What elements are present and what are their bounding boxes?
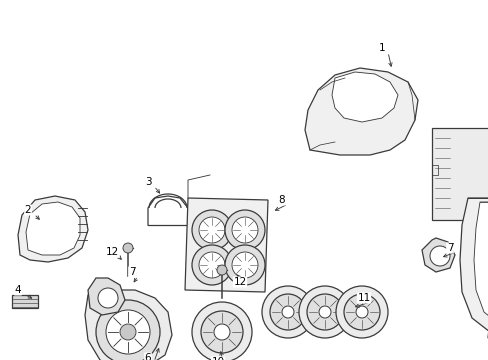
Circle shape — [231, 252, 258, 278]
Polygon shape — [487, 298, 488, 342]
Polygon shape — [85, 290, 172, 360]
Circle shape — [318, 306, 330, 318]
Text: 7: 7 — [128, 267, 135, 277]
Ellipse shape — [89, 314, 101, 336]
Polygon shape — [331, 72, 397, 122]
Circle shape — [298, 286, 350, 338]
Text: 6: 6 — [144, 353, 151, 360]
Text: 11: 11 — [357, 293, 370, 303]
Text: 12: 12 — [105, 247, 119, 257]
Text: 1: 1 — [378, 43, 385, 53]
Text: 3: 3 — [144, 177, 151, 187]
Circle shape — [262, 286, 313, 338]
Circle shape — [123, 243, 133, 253]
Circle shape — [429, 246, 449, 266]
Circle shape — [269, 294, 305, 330]
Circle shape — [335, 286, 387, 338]
Polygon shape — [184, 198, 267, 292]
Circle shape — [98, 288, 118, 308]
Circle shape — [96, 300, 160, 360]
Polygon shape — [421, 238, 454, 272]
Text: 12: 12 — [233, 277, 246, 287]
Circle shape — [199, 217, 224, 243]
Circle shape — [199, 252, 224, 278]
Text: 2: 2 — [24, 205, 31, 215]
Polygon shape — [459, 198, 488, 340]
Circle shape — [192, 210, 231, 250]
Circle shape — [217, 265, 226, 275]
Circle shape — [282, 306, 293, 318]
Polygon shape — [473, 202, 488, 330]
Circle shape — [192, 302, 251, 360]
Circle shape — [192, 245, 231, 285]
Text: 4: 4 — [15, 285, 21, 295]
Text: 10: 10 — [211, 357, 224, 360]
Polygon shape — [18, 196, 88, 262]
Circle shape — [224, 245, 264, 285]
Polygon shape — [305, 68, 417, 155]
Text: 8: 8 — [278, 195, 285, 205]
Polygon shape — [431, 128, 488, 220]
Circle shape — [224, 210, 264, 250]
Circle shape — [214, 324, 229, 340]
Text: 7: 7 — [446, 243, 452, 253]
Ellipse shape — [446, 150, 474, 190]
Ellipse shape — [439, 140, 481, 200]
Polygon shape — [26, 202, 80, 255]
Circle shape — [201, 311, 243, 353]
Polygon shape — [88, 278, 125, 315]
Polygon shape — [12, 295, 38, 308]
Circle shape — [355, 306, 367, 318]
Circle shape — [343, 294, 379, 330]
Circle shape — [231, 217, 258, 243]
Circle shape — [306, 294, 342, 330]
Circle shape — [106, 310, 150, 354]
Circle shape — [120, 324, 136, 340]
